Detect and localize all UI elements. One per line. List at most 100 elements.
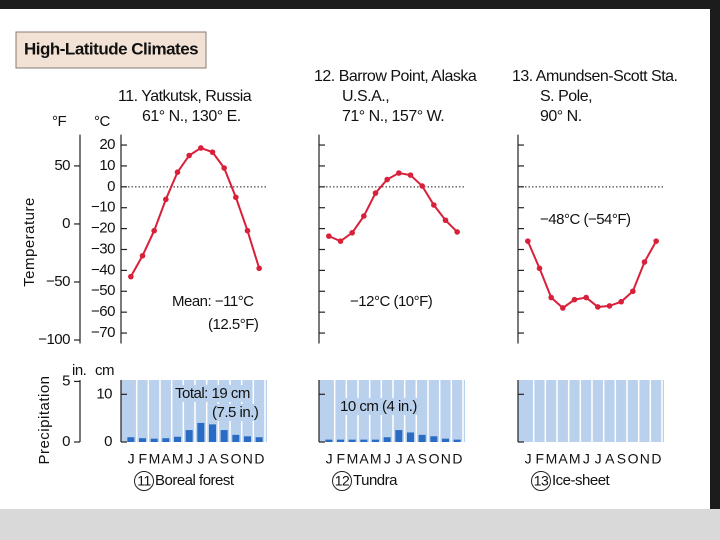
temperature-point — [641, 259, 648, 265]
y-tick-label: 20 — [99, 136, 115, 153]
note-bg — [338, 397, 420, 415]
temperature-point — [372, 190, 379, 196]
badge-circle — [332, 471, 352, 491]
axis-title: Precipitation — [36, 375, 53, 464]
y2-tick-label: −100 — [38, 331, 70, 348]
x-tick-label: J — [198, 451, 205, 467]
x-tick-label: D — [452, 451, 462, 467]
temperature-point — [560, 305, 566, 311]
p2-tick-label: 0 — [62, 433, 70, 450]
station-title: 90° N. — [540, 108, 582, 125]
precip-panel — [518, 380, 664, 442]
temperature-point — [128, 273, 134, 280]
temperature-point — [186, 152, 192, 159]
temperature-point — [618, 298, 624, 305]
temperature-point — [326, 233, 332, 239]
x-tick-label: M — [546, 451, 557, 467]
temperature-point — [431, 202, 437, 208]
biome-label: Boreal forest — [155, 472, 235, 489]
temperature-point — [571, 296, 578, 303]
temperature-point — [595, 304, 601, 310]
axis-title: Temperature — [21, 197, 38, 287]
x-tick-label: J — [396, 451, 403, 467]
temperature-point — [384, 176, 390, 183]
precip-bar — [150, 438, 158, 442]
title-box — [15, 31, 207, 69]
x-tick-label: S — [220, 451, 229, 467]
precip-bar — [162, 438, 170, 442]
x-tick-label: O — [429, 451, 440, 467]
x-tick-label: M — [569, 451, 580, 467]
temperature-point — [525, 238, 531, 244]
precip-bar — [348, 439, 356, 442]
precip-bar — [139, 438, 146, 442]
precip-bar — [395, 430, 403, 442]
temperature-point — [221, 165, 227, 171]
temperature-point — [174, 169, 181, 176]
temperature-point — [361, 213, 367, 219]
station-title: U.S.A., — [342, 88, 389, 105]
badge: 13 — [534, 473, 549, 489]
axis-unit: °F — [52, 113, 66, 130]
temperature-note: Mean: −11°C — [172, 293, 254, 310]
x-tick-label: F — [138, 451, 146, 467]
precip-bar — [232, 434, 240, 442]
x-tick-label: J — [595, 451, 602, 467]
note-bg — [173, 384, 252, 402]
y-tick-label: −20 — [91, 220, 115, 237]
y-tick-label: −40 — [91, 261, 115, 278]
y2-tick-label: −50 — [46, 273, 70, 290]
x-tick-label: D — [254, 451, 264, 467]
x-tick-label: A — [208, 451, 218, 467]
temperature-point — [419, 183, 425, 189]
temperature-point — [442, 217, 449, 224]
y-tick-label: −70 — [91, 324, 115, 341]
temperature-point — [630, 288, 636, 295]
precip-bar — [255, 437, 263, 442]
note-bg — [210, 403, 261, 421]
precip-bar — [337, 439, 344, 442]
temperature-point — [244, 227, 251, 234]
temperature-note: (12.5°F) — [208, 316, 259, 333]
temperature-point — [606, 303, 613, 309]
x-tick-label: S — [617, 451, 626, 467]
x-tick-label: F — [535, 451, 543, 467]
station-title: 11. Yatkutsk, Russia — [118, 88, 252, 105]
precip-bar — [453, 439, 461, 442]
x-tick-label: D — [651, 451, 661, 467]
precip-bar — [407, 432, 414, 442]
precip-bar — [220, 430, 228, 442]
precip-bar — [244, 436, 251, 442]
temperature-point — [583, 294, 589, 301]
axis-unit: °C — [94, 113, 110, 130]
x-tick-label: S — [418, 451, 427, 467]
station-title: 13. Amundsen-Scott Sta. — [512, 68, 678, 85]
axis-unit: cm — [95, 362, 114, 379]
x-tick-label: A — [605, 451, 615, 467]
precipitation-note: (7.5 in.) — [212, 404, 259, 421]
y-tick-label: −30 — [91, 240, 115, 257]
precip-bar — [360, 439, 368, 442]
temperature-point — [454, 229, 460, 235]
temperature-point — [163, 196, 169, 203]
badge: 11 — [137, 473, 151, 489]
x-tick-label: F — [336, 451, 344, 467]
x-tick-label: A — [359, 451, 369, 467]
y-tick-label: 0 — [107, 178, 115, 195]
x-tick-label: O — [231, 451, 242, 467]
p-tick-label: 10 — [96, 385, 112, 402]
temperature-line — [129, 146, 261, 278]
badge-circle — [134, 471, 154, 491]
precip-bar — [418, 434, 426, 442]
x-tick-label: O — [628, 451, 639, 467]
x-tick-label: A — [558, 451, 568, 467]
temperature-point — [407, 172, 414, 178]
axis-unit: in. — [72, 362, 86, 379]
temperature-point — [536, 265, 543, 272]
station-title: 12. Barrow Point, Alaska — [314, 68, 477, 85]
chart-title: High-Latitude Climates — [24, 39, 198, 58]
precip-bar — [372, 439, 379, 442]
y-tick-label: −50 — [91, 282, 115, 299]
x-tick-label: M — [149, 451, 160, 467]
x-tick-label: N — [441, 451, 451, 467]
